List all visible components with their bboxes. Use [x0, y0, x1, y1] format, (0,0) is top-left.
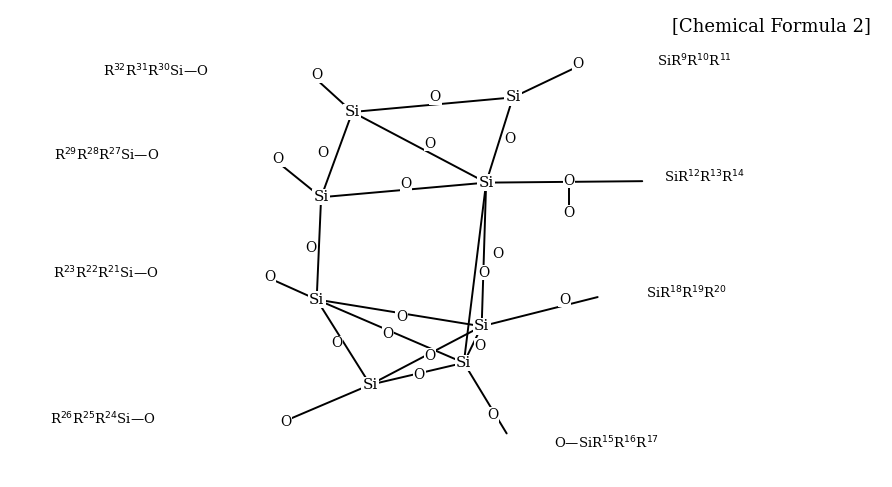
Text: O: O	[492, 247, 503, 261]
Text: SiR$^{18}$R$^{19}$R$^{20}$: SiR$^{18}$R$^{19}$R$^{20}$	[647, 285, 727, 301]
Text: O: O	[564, 206, 574, 220]
Text: O: O	[505, 132, 516, 146]
Text: O: O	[332, 337, 343, 350]
Text: R$^{29}$R$^{28}$R$^{27}$Si—O: R$^{29}$R$^{28}$R$^{27}$Si—O	[54, 147, 160, 163]
Text: O: O	[479, 266, 490, 280]
Text: SiR$^{9}$R$^{10}$R$^{11}$: SiR$^{9}$R$^{10}$R$^{11}$	[657, 53, 731, 69]
Text: Si: Si	[456, 356, 472, 370]
Text: O: O	[264, 270, 275, 283]
Text: O: O	[311, 68, 322, 82]
Text: Si: Si	[344, 105, 360, 119]
Text: O: O	[425, 349, 435, 362]
Text: O: O	[396, 310, 407, 323]
Text: SiR$^{12}$R$^{13}$R$^{14}$: SiR$^{12}$R$^{13}$R$^{14}$	[665, 169, 745, 186]
Text: O: O	[559, 293, 570, 306]
Text: Si: Si	[478, 176, 494, 189]
Text: O—SiR$^{15}$R$^{16}$R$^{17}$: O—SiR$^{15}$R$^{16}$R$^{17}$	[554, 435, 659, 451]
Text: O: O	[425, 137, 435, 150]
Text: O: O	[305, 242, 316, 255]
Text: Si: Si	[313, 190, 329, 204]
Text: O: O	[564, 174, 574, 187]
Text: O: O	[383, 327, 393, 340]
Text: O: O	[401, 177, 411, 191]
Text: Si: Si	[474, 319, 490, 333]
Text: O: O	[487, 408, 498, 422]
Text: [Chemical Formula 2]: [Chemical Formula 2]	[673, 17, 871, 35]
Text: Si: Si	[505, 91, 521, 104]
Text: O: O	[430, 91, 441, 104]
Text: O: O	[318, 147, 328, 160]
Text: R$^{26}$R$^{25}$R$^{24}$Si—O: R$^{26}$R$^{25}$R$^{24}$Si—O	[50, 411, 155, 427]
Text: O: O	[414, 368, 425, 382]
Text: Si: Si	[362, 378, 378, 392]
Text: O: O	[273, 152, 284, 166]
Text: R$^{32}$R$^{31}$R$^{30}$Si—O: R$^{32}$R$^{31}$R$^{30}$Si—O	[103, 62, 209, 79]
Text: O: O	[573, 57, 583, 71]
Text: R$^{23}$R$^{22}$R$^{21}$Si—O: R$^{23}$R$^{22}$R$^{21}$Si—O	[53, 264, 158, 281]
Text: O: O	[475, 339, 485, 353]
Text: Si: Si	[309, 293, 325, 306]
Text: O: O	[280, 415, 291, 429]
